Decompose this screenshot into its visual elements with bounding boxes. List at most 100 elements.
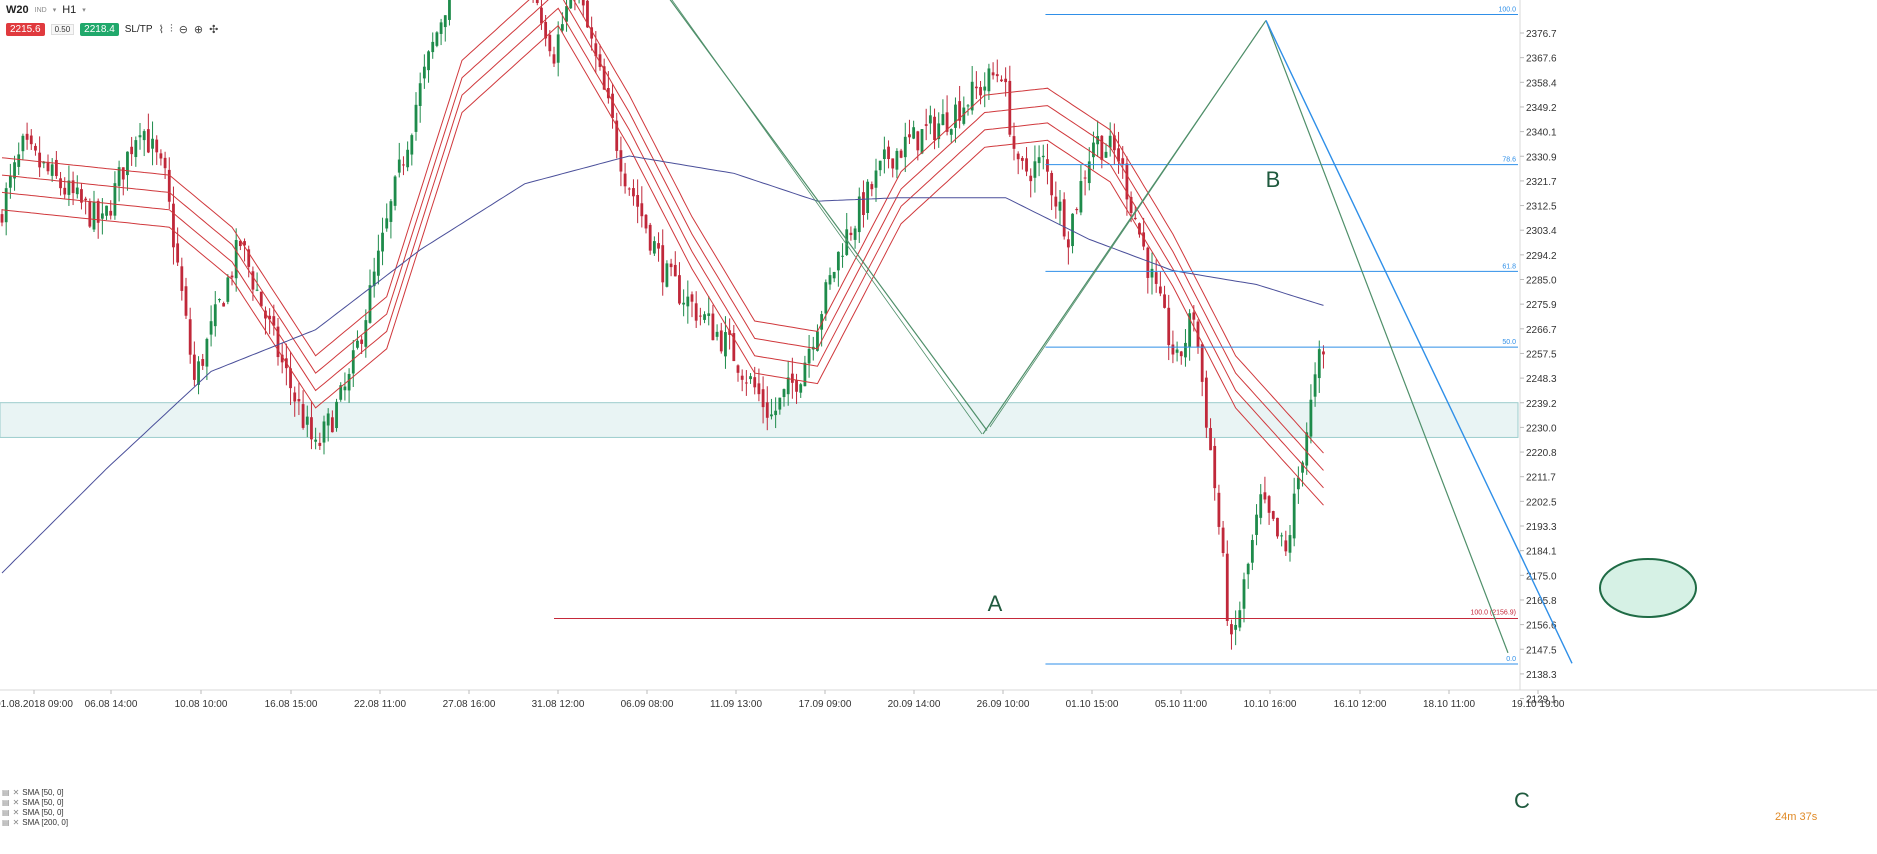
symbol-dropdown-icon[interactable]: ▾ [52, 7, 57, 14]
candle-body [611, 93, 614, 118]
candle-body [945, 112, 949, 132]
candle-body [1250, 540, 1254, 563]
candle-body [782, 389, 786, 398]
support-zone [0, 402, 1519, 438]
candle-body [88, 201, 92, 227]
candle-body [167, 169, 171, 202]
candle-body [786, 377, 790, 395]
candle-body [1305, 432, 1309, 466]
candle-body [264, 310, 267, 319]
candle-body [799, 384, 803, 393]
candle-body [832, 271, 836, 279]
candle-body [949, 129, 953, 135]
settings-icon[interactable]: ▤ [2, 808, 10, 817]
candle-body [368, 285, 372, 323]
candle-body [1146, 247, 1150, 278]
fib-level-label: 61.8 [1502, 263, 1516, 270]
candle-body [397, 159, 401, 173]
settings-icon[interactable]: ▤ [2, 818, 10, 827]
candle-body [673, 264, 677, 277]
candle-body [636, 195, 640, 207]
pattern-point-label: B [1266, 167, 1281, 192]
candle-body [736, 365, 740, 373]
sltp-button[interactable]: SL/TP [124, 23, 153, 35]
candle-body [615, 120, 619, 151]
sell-button[interactable]: 2215.6 [6, 22, 45, 36]
candle-body [393, 176, 397, 206]
candle-body [1079, 181, 1083, 213]
candle-body [259, 291, 263, 307]
legend-item[interactable]: ▤ ✕ SMA [50, 0] [2, 808, 68, 818]
price-tick-label: 2303.4 [1526, 226, 1557, 237]
zoom-in-icon[interactable]: ⊕ [193, 23, 204, 36]
candle-body [1117, 148, 1120, 162]
candle-body [820, 314, 824, 330]
candle-body [715, 331, 719, 337]
candle-body [59, 178, 62, 189]
candle-body [908, 134, 911, 138]
candle-body [924, 124, 928, 126]
timeframe-selector[interactable]: H1 [62, 4, 77, 16]
candle-body [17, 154, 21, 167]
candle-body [42, 161, 46, 164]
line-chart-icon[interactable]: ⌇ [158, 23, 164, 36]
candle-body [1322, 351, 1325, 355]
settings-icon[interactable]: ▤ [2, 798, 10, 807]
candle-body [1217, 492, 1221, 527]
crosshair-icon[interactable]: ✣ [209, 23, 219, 36]
candle-body [8, 175, 12, 188]
price-tick-label: 2184.1 [1526, 547, 1557, 558]
candle-body [172, 203, 175, 248]
candle-body [598, 54, 602, 67]
symbol-label[interactable]: W20 [6, 4, 29, 16]
candle-body [1301, 462, 1304, 473]
time-tick-label: 18.10 11:00 [1423, 699, 1476, 710]
close-icon[interactable]: ✕ [12, 798, 20, 807]
candle-body [205, 338, 209, 367]
candle-body [293, 392, 297, 402]
candle-body [54, 159, 58, 177]
settings-icon[interactable]: ▤ [2, 788, 10, 797]
candle-body [757, 383, 761, 395]
legend-item[interactable]: ▤ ✕ SMA [200, 0] [2, 818, 68, 828]
close-icon[interactable]: ✕ [12, 808, 20, 817]
buy-button[interactable]: 2218.4 [80, 22, 119, 36]
candle-body [866, 181, 870, 214]
time-tick-label: 27.08 16:00 [443, 699, 496, 710]
legend-item[interactable]: ▤ ✕ SMA [50, 0] [2, 798, 68, 808]
candle-body [569, 0, 573, 9]
candle-body [816, 331, 819, 351]
candle-body [602, 66, 606, 90]
candle-body [1004, 78, 1008, 83]
legend-item[interactable]: ▤ ✕ SMA [50, 0] [2, 788, 68, 798]
candle-body [80, 189, 83, 203]
candle-body [75, 187, 79, 195]
close-icon[interactable]: ✕ [12, 788, 20, 797]
sma50-line [1, 24, 1324, 506]
candle-body [540, 7, 543, 24]
candle-body [790, 373, 794, 383]
price-tick-label: 2312.5 [1526, 202, 1557, 213]
candle-body [1255, 514, 1258, 535]
candle-body [276, 326, 280, 358]
candle-body [857, 196, 861, 233]
time-tick-label: 10.10 16:00 [1244, 699, 1297, 710]
candle-body [623, 173, 627, 187]
candle-body [1188, 313, 1192, 347]
candle-body [983, 86, 987, 91]
zoom-out-icon[interactable]: ⊖ [178, 23, 188, 36]
candle-body [690, 294, 694, 302]
candle-body [21, 135, 25, 152]
close-icon[interactable]: ✕ [12, 818, 20, 827]
time-tick-label: 19.10 19:00 [1512, 699, 1565, 710]
timeframe-dropdown-icon[interactable]: ▾ [82, 7, 86, 14]
candle-body [1292, 493, 1296, 539]
indicators-icon[interactable]: ⫶ [169, 22, 173, 35]
trend-line-bc [1265, 20, 1509, 654]
candle-body [703, 314, 706, 320]
pattern-point-label: C [1514, 788, 1530, 813]
candle-body [381, 232, 384, 252]
candle-body [121, 167, 125, 180]
candle-body [995, 74, 999, 77]
